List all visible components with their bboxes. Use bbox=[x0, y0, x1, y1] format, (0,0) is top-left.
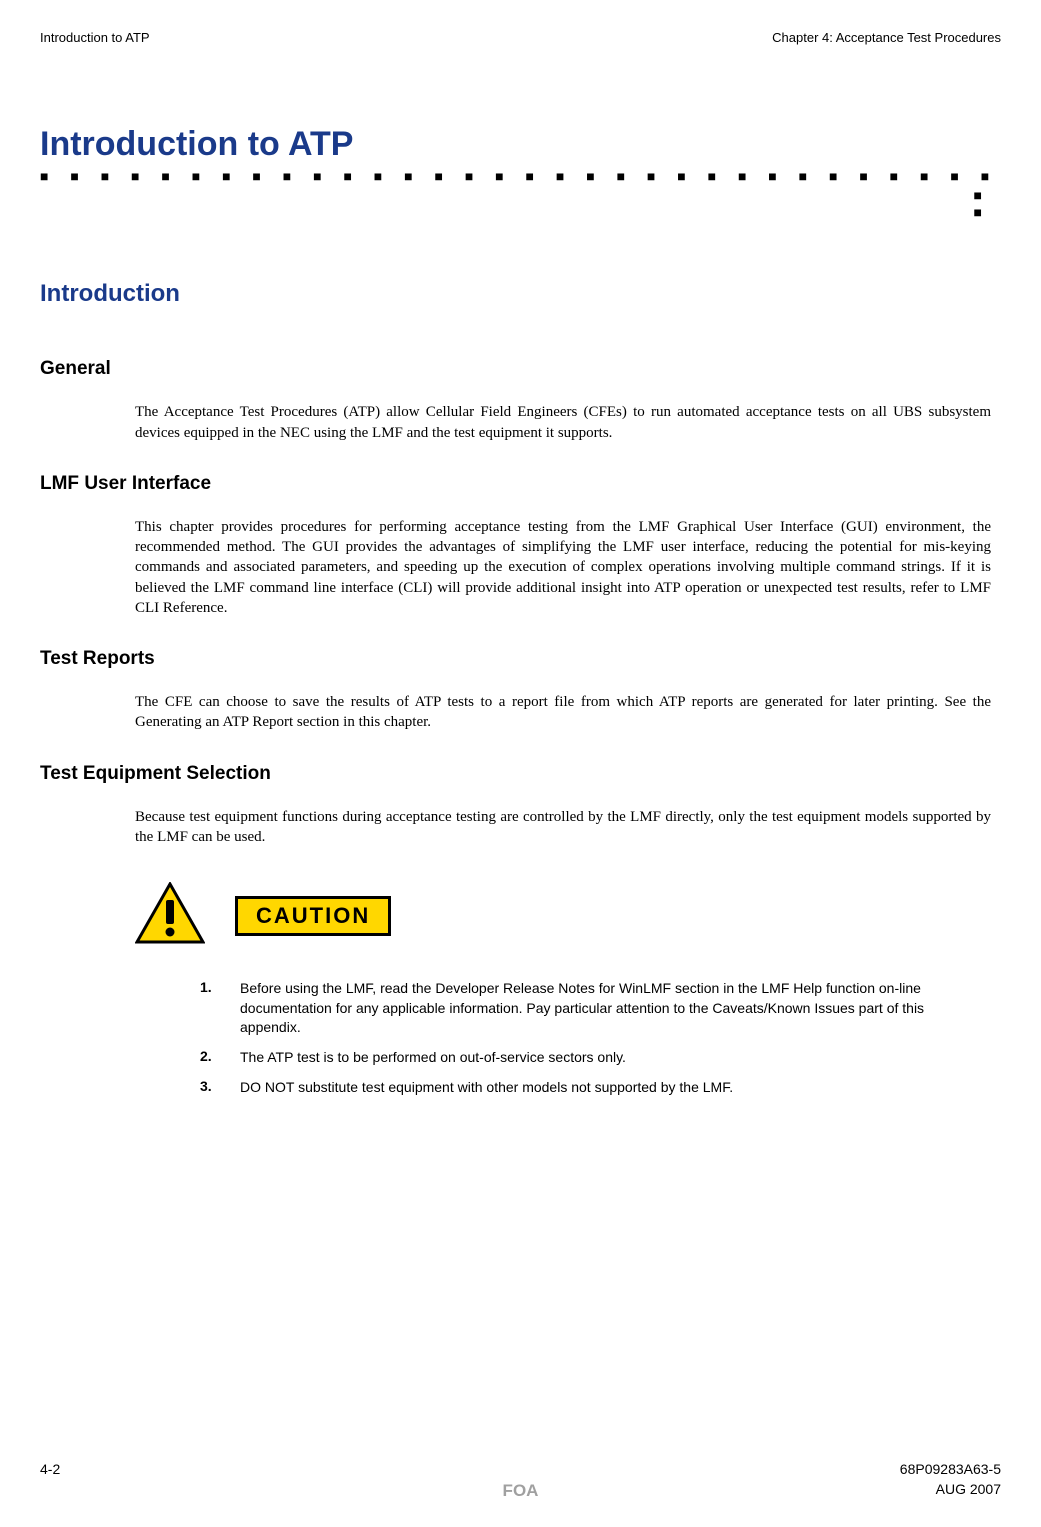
body-general: The Acceptance Test Procedures (ATP) all… bbox=[135, 402, 991, 443]
list-item: 2. The ATP test is to be performed on ou… bbox=[200, 1048, 981, 1068]
subsection-general: General bbox=[40, 358, 1001, 380]
header-right: Chapter 4: Acceptance Test Procedures bbox=[772, 30, 1001, 45]
dots-trailing-1: ■ bbox=[40, 187, 1001, 204]
list-item: 1. Before using the LMF, read the Develo… bbox=[200, 979, 981, 1038]
item-text: DO NOT substitute test equipment with ot… bbox=[240, 1078, 981, 1098]
caution-label: CAUTION bbox=[235, 896, 391, 936]
item-number: 3. bbox=[200, 1078, 240, 1098]
body-test-equip: Because test equipment functions during … bbox=[135, 807, 991, 848]
item-number: 1. bbox=[200, 979, 240, 1038]
header-left: Introduction to ATP bbox=[40, 30, 150, 45]
caution-list: 1. Before using the LMF, read the Develo… bbox=[200, 979, 981, 1097]
subsection-lmf-ui: LMF User Interface bbox=[40, 473, 1001, 495]
page-header: Introduction to ATP Chapter 4: Acceptanc… bbox=[40, 30, 1001, 45]
caution-block: CAUTION bbox=[135, 882, 1001, 949]
footer-center: FOA bbox=[503, 1481, 539, 1501]
subsection-test-reports: Test Reports bbox=[40, 648, 1001, 670]
footer-page-num: 4-2 bbox=[40, 1461, 60, 1477]
page-footer: 4-2 68P09283A63-5 FOA AUG 2007 bbox=[40, 1461, 1001, 1497]
dots-trailing-2: ■ bbox=[40, 204, 1001, 221]
body-test-reports: The CFE can choose to save the results o… bbox=[135, 692, 991, 733]
item-text: Before using the LMF, read the Developer… bbox=[240, 979, 981, 1038]
footer-doc-num: 68P09283A63-5 bbox=[900, 1461, 1001, 1477]
main-title: Introduction to ATP bbox=[40, 125, 1001, 164]
item-text: The ATP test is to be performed on out-o… bbox=[240, 1048, 981, 1068]
section-heading-introduction: Introduction bbox=[40, 280, 1001, 308]
subsection-test-equip: Test Equipment Selection bbox=[40, 763, 1001, 785]
body-lmf-ui: This chapter provides procedures for per… bbox=[135, 517, 991, 618]
dots-separator: ■ ■ ■ ■ ■ ■ ■ ■ ■ ■ ■ ■ ■ ■ ■ ■ ■ ■ ■ ■ … bbox=[40, 168, 1001, 185]
item-number: 2. bbox=[200, 1048, 240, 1068]
footer-date: AUG 2007 bbox=[936, 1481, 1001, 1497]
list-item: 3. DO NOT substitute test equipment with… bbox=[200, 1078, 981, 1098]
caution-triangle-icon bbox=[135, 882, 205, 949]
